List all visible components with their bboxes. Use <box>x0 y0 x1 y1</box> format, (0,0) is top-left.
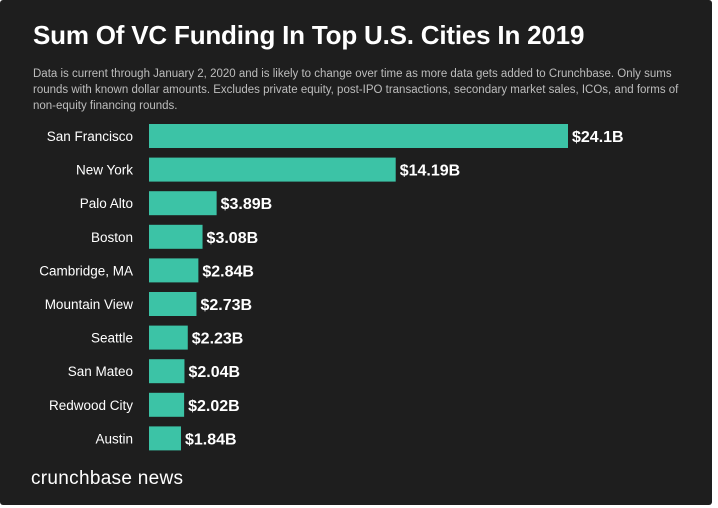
bar-new-york <box>149 157 396 182</box>
category-label-seattle: Seattle <box>91 331 133 346</box>
value-label-austin: $1.84B <box>185 431 237 448</box>
bar-palo-alto <box>149 191 217 216</box>
value-label-new-york: $14.19B <box>400 163 461 180</box>
value-label-palo-alto: $3.89B <box>221 196 273 213</box>
bar-cambridge-ma <box>149 258 199 283</box>
value-label-seattle: $2.23B <box>192 331 244 348</box>
value-label-san-francisco: $24.1B <box>572 129 624 146</box>
value-label-boston: $3.08B <box>207 230 259 247</box>
category-label-boston: Boston <box>91 230 133 245</box>
crunchbase-news-logo: crunchbase news <box>31 468 184 489</box>
category-label-new-york: New York <box>76 163 133 178</box>
chart-title: Sum Of VC Funding In Top U.S. Cities In … <box>33 20 585 50</box>
value-label-mountain-view: $2.73B <box>200 297 252 314</box>
category-label-mountain-view: Mountain View <box>45 297 134 312</box>
bar-chart: San Francisco $24.1B New York $14.19B Palo A… <box>39 124 624 451</box>
value-label-redwood-city: $2.02B <box>188 398 240 415</box>
bar-boston <box>149 224 203 249</box>
category-label-san-francisco: San Francisco <box>47 129 133 144</box>
bar-seattle <box>149 325 188 350</box>
bar-san-mateo <box>149 359 185 384</box>
bar-austin <box>149 426 181 451</box>
bar-mountain-view <box>149 292 197 316</box>
category-label-cambridge-ma: Cambridge, MA <box>39 263 133 278</box>
value-label-san-mateo: $2.04B <box>188 364 240 381</box>
category-label-austin: Austin <box>95 431 133 446</box>
bar-san-francisco <box>149 124 568 148</box>
bar-redwood-city <box>149 392 185 417</box>
category-label-redwood-city: Redwood City <box>49 398 133 413</box>
value-label-cambridge-ma: $2.84B <box>202 263 254 280</box>
category-label-san-mateo: San Mateo <box>68 364 133 379</box>
category-label-palo-alto: Palo Alto <box>80 196 133 211</box>
chart-subtitle: Data is current through January 2, 2020 … <box>33 68 679 112</box>
